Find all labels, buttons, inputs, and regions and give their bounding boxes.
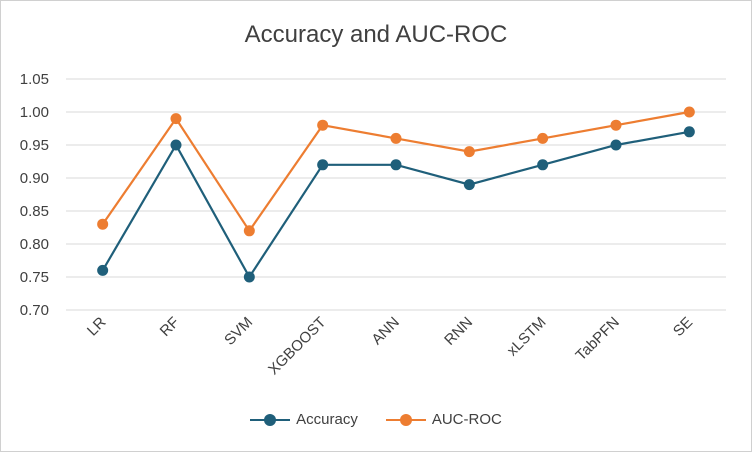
x-tick-label: SE (670, 314, 696, 340)
data-point-accuracy (610, 139, 622, 151)
data-point-auc-roc (317, 119, 329, 131)
data-point-accuracy (537, 159, 549, 171)
legend-item-auc-roc: AUC-ROC (385, 411, 502, 428)
data-point-auc-roc (537, 132, 549, 144)
data-point-accuracy (170, 139, 182, 151)
legend-label-auc-roc: AUC-ROC (431, 411, 502, 428)
y-tick-label: 1.00 (20, 104, 49, 121)
y-tick-label: 0.90 (20, 170, 49, 187)
x-tick-label: xLSTM (504, 314, 550, 360)
legend: Accuracy AUC-ROC (1, 411, 751, 428)
data-point-auc-roc (390, 132, 402, 144)
data-point-auc-roc (610, 119, 622, 131)
x-tick-label: ANN (368, 314, 402, 348)
data-point-accuracy (97, 264, 109, 276)
legend-swatch-accuracy (250, 413, 291, 427)
data-point-accuracy (683, 126, 695, 138)
legend-swatch-auc-roc (385, 413, 426, 427)
x-tick-label: TabPFN (572, 314, 622, 364)
y-tick-label: 1.05 (20, 71, 49, 88)
y-tick-label: 0.85 (20, 203, 49, 220)
legend-label-accuracy: Accuracy (296, 411, 358, 428)
data-point-accuracy (317, 159, 329, 171)
data-point-accuracy (390, 159, 402, 171)
x-tick-label: SVM (221, 314, 256, 349)
y-tick-label: 0.75 (20, 269, 49, 286)
x-tick-label: LR (84, 314, 110, 340)
x-tick-label: XGBOOST (265, 314, 329, 378)
x-tick-label: RNN (441, 314, 476, 349)
data-point-auc-roc (170, 113, 182, 125)
data-point-auc-roc (97, 218, 109, 230)
data-point-accuracy (463, 179, 475, 191)
x-tick-label: RF (157, 314, 183, 340)
y-tick-label: 0.95 (20, 137, 49, 154)
data-point-accuracy (243, 271, 255, 283)
series-line-accuracy (101, 130, 690, 280)
y-tick-label: 0.80 (20, 236, 49, 253)
chart-title: Accuracy and AUC-ROC (244, 21, 508, 48)
data-point-auc-roc (463, 146, 475, 158)
y-tick-label: 0.70 (20, 302, 49, 319)
legend-item-accuracy: Accuracy (250, 411, 358, 428)
data-point-auc-roc (243, 225, 255, 237)
data-point-auc-roc (683, 106, 695, 118)
